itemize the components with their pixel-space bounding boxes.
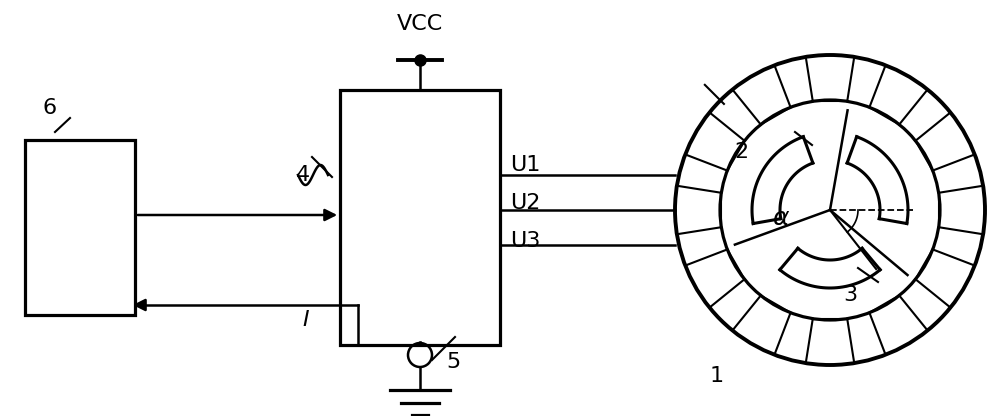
Text: 2: 2 xyxy=(734,142,748,162)
Text: 6: 6 xyxy=(42,98,56,118)
Bar xyxy=(340,90,500,345)
Text: U3: U3 xyxy=(510,231,540,251)
Text: VCC: VCC xyxy=(397,14,443,34)
Text: U1: U1 xyxy=(510,155,540,175)
Text: $\alpha$: $\alpha$ xyxy=(772,206,790,230)
Bar xyxy=(25,140,135,315)
Text: 3: 3 xyxy=(843,285,857,305)
Text: 1: 1 xyxy=(710,366,724,386)
Text: U2: U2 xyxy=(510,193,540,213)
Text: 4: 4 xyxy=(296,165,310,185)
Text: I: I xyxy=(302,310,309,330)
Text: 5: 5 xyxy=(446,352,460,372)
